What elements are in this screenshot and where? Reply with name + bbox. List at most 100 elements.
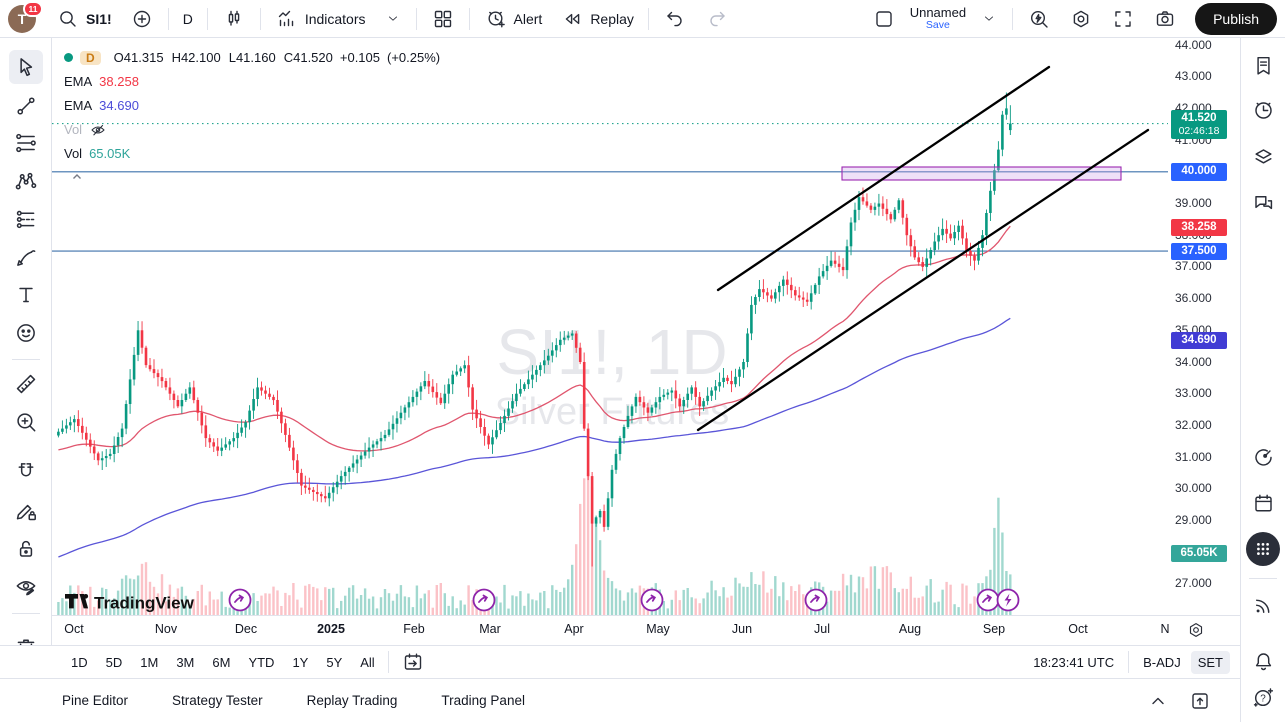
help-icon[interactable]: ? xyxy=(1246,680,1280,714)
drawing-rectangle[interactable] xyxy=(841,166,1122,181)
magnet-tool[interactable] xyxy=(9,455,43,489)
ema-slow-line[interactable] xyxy=(58,317,1011,558)
timeline-event-lightning[interactable] xyxy=(996,588,1020,612)
time-tick-mar: Mar xyxy=(479,622,501,636)
calendar-icon[interactable] xyxy=(1246,486,1280,520)
timeline-event-jump-arrow[interactable] xyxy=(228,588,252,612)
tab-strategy-tester[interactable]: Strategy Tester xyxy=(172,693,263,708)
date-ranges: 1D 5D 1M 3M 6M YTD 1Y 5Y All xyxy=(62,651,384,674)
range-1m[interactable]: 1M xyxy=(131,651,167,674)
symbol-name: SI1! xyxy=(86,10,112,27)
camera-icon xyxy=(1153,7,1177,31)
add-symbol-button[interactable] xyxy=(122,2,162,36)
lock-drawings-tool[interactable] xyxy=(9,532,43,566)
ema-fast-legend-row[interactable]: EMA 38.258 xyxy=(64,73,440,90)
range-ytd[interactable]: YTD xyxy=(239,651,283,674)
range-5y[interactable]: 5Y xyxy=(317,651,351,674)
projection-tool[interactable] xyxy=(9,203,43,237)
range-1d[interactable]: 1D xyxy=(62,651,97,674)
redo-button[interactable] xyxy=(697,2,737,36)
ema-slow-legend-row[interactable]: EMA 34.690 xyxy=(64,97,440,114)
brush-tool[interactable] xyxy=(9,240,43,274)
publish-button[interactable]: Publish xyxy=(1195,2,1277,35)
replay-button[interactable]: Replay xyxy=(552,2,642,36)
ema-fast-line[interactable] xyxy=(58,225,1011,452)
panel-maximize-icon[interactable] xyxy=(1188,689,1212,713)
screener-icon[interactable] xyxy=(1246,440,1280,474)
interval-button[interactable]: D xyxy=(175,6,201,32)
save-layout-button[interactable]: Unnamed Save xyxy=(906,4,970,33)
quick-search-button[interactable] xyxy=(1019,2,1059,36)
timeline-event-jump-arrow[interactable] xyxy=(804,588,828,612)
chart-settings-button[interactable] xyxy=(1061,2,1101,36)
chat-icon[interactable] xyxy=(1246,186,1280,220)
ruler-tool[interactable] xyxy=(9,367,43,401)
pattern-tool[interactable] xyxy=(9,164,43,198)
fib-retracement-tool[interactable] xyxy=(9,126,43,160)
cursor-tool-icon xyxy=(13,54,39,80)
trend-line-tool[interactable] xyxy=(9,89,43,123)
timeline-event-jump-arrow[interactable] xyxy=(472,588,496,612)
panel-chevron-up-icon[interactable] xyxy=(1146,689,1170,713)
clock-display[interactable]: 18:23:41 UTC xyxy=(1033,654,1115,670)
text-tool[interactable] xyxy=(9,278,43,312)
layout-manager-button[interactable] xyxy=(864,2,904,36)
tradingview-logo[interactable]: TradingView xyxy=(65,594,195,613)
price-axis[interactable]: 27.00028.00029.00030.00031.00032.00033.0… xyxy=(1168,38,1240,615)
symbol-legend-row[interactable]: D O41.315 H42.100 L41.160 C41.520 +0.105 (+… xyxy=(64,49,440,66)
undo-button[interactable] xyxy=(655,2,695,36)
indicators-templates-button[interactable] xyxy=(376,5,410,33)
apps-menu-icon[interactable] xyxy=(1246,532,1280,566)
user-avatar[interactable]: T 11 xyxy=(8,0,43,33)
eye-hidden-icon[interactable] xyxy=(89,121,107,139)
object-tree-icon[interactable] xyxy=(1246,140,1280,174)
separator xyxy=(167,7,169,30)
timeline-event-jump-arrow[interactable] xyxy=(640,588,664,612)
volume-hidden-legend-row[interactable]: Vol xyxy=(64,121,440,138)
indicators-button[interactable]: Indicators xyxy=(267,2,374,36)
notifications-bell-icon[interactable] xyxy=(1246,644,1280,678)
emoji-tool[interactable] xyxy=(9,316,43,350)
fullscreen-button[interactable] xyxy=(1103,2,1143,36)
cursor-tool[interactable] xyxy=(8,50,43,84)
watchlist-icon[interactable] xyxy=(1246,48,1280,82)
goto-date-button[interactable] xyxy=(393,645,433,679)
tab-pine-editor[interactable]: Pine Editor xyxy=(62,693,129,708)
snapshot-button[interactable] xyxy=(1145,2,1185,36)
timeline-event-jump-arrow[interactable] xyxy=(976,588,1000,612)
drawing-pencil-lock-tool[interactable] xyxy=(9,494,43,528)
alert-button[interactable]: Alert xyxy=(476,2,551,36)
ohlc-values: O41.315 H42.100 L41.160 C41.520 xyxy=(114,50,333,65)
tab-trading-panel[interactable]: Trading Panel xyxy=(441,693,525,708)
trend-line-upper[interactable] xyxy=(716,65,1051,292)
last-price-label: 41.520 02:46:18 xyxy=(1171,109,1227,139)
collapse-legend-button[interactable] xyxy=(66,169,88,185)
range-all[interactable]: All xyxy=(351,651,383,674)
hide-drawings-tool[interactable] xyxy=(9,570,43,604)
data-feed-icon[interactable] xyxy=(1246,588,1280,622)
projection-tool-icon xyxy=(13,207,39,233)
alert-clock-icon xyxy=(484,7,508,31)
range-6m[interactable]: 6M xyxy=(203,651,239,674)
volume-legend-row[interactable]: Vol 65.05K xyxy=(64,145,440,162)
calendar-goto-icon xyxy=(401,650,425,674)
alerts-clock-icon[interactable] xyxy=(1246,93,1280,127)
range-5d[interactable]: 5D xyxy=(97,651,132,674)
layout-grid-button[interactable] xyxy=(423,2,463,36)
chart-type-button[interactable] xyxy=(214,2,254,36)
layout-dropdown-button[interactable] xyxy=(972,5,1006,33)
zoom-in-tool-icon xyxy=(13,409,39,435)
toolbar-divider xyxy=(11,613,40,614)
axis-settings-gear-icon[interactable] xyxy=(1186,620,1206,640)
adjustment-toggle[interactable]: B-ADJ xyxy=(1143,654,1181,670)
ema-label: EMA xyxy=(64,74,93,89)
range-1y[interactable]: 1Y xyxy=(283,651,317,674)
zoom-in-tool[interactable] xyxy=(9,405,43,439)
session-toggle[interactable]: SET xyxy=(1190,650,1230,674)
tab-replay-trading[interactable]: Replay Trading xyxy=(306,693,398,708)
range-3m[interactable]: 3M xyxy=(167,651,203,674)
symbol-search-button[interactable]: SI1! xyxy=(48,2,120,36)
trend-line-lower[interactable] xyxy=(696,128,1150,432)
chart-canvas[interactable]: SI1!, 1D Silver Futures TradingView D O41.… xyxy=(52,38,1168,615)
time-axis[interactable]: Oct Nov Dec 2025 Feb Mar Apr May Jun Jul Aug Sep Oct… xyxy=(52,615,1240,645)
